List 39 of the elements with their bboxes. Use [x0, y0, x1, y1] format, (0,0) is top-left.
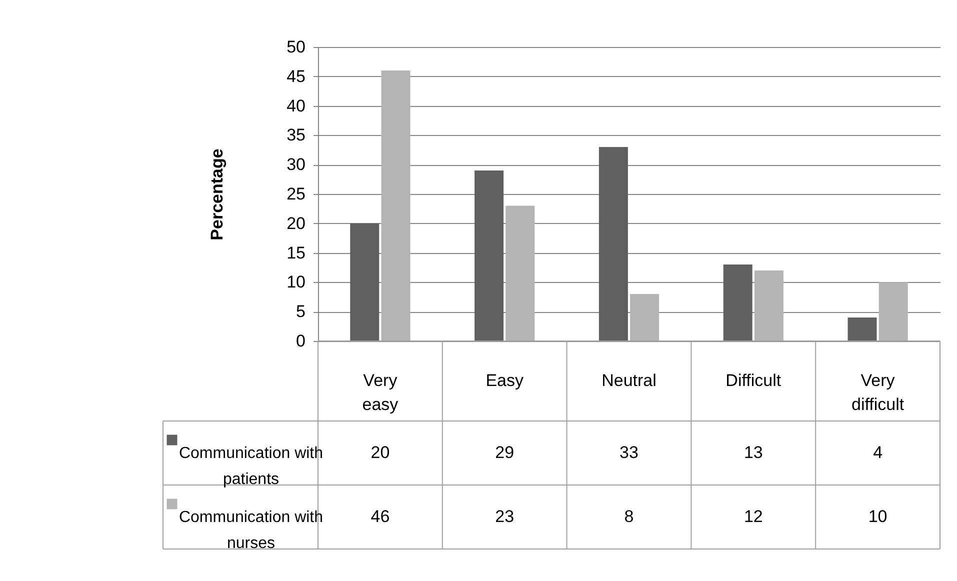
bar: [350, 223, 380, 341]
bar: [474, 170, 504, 341]
x-tick-label: Very easy: [362, 371, 399, 414]
legend-label: Communication with nurses: [178, 509, 324, 552]
data-label: 10: [868, 507, 888, 526]
legend-label: Communication with patients: [178, 445, 324, 488]
x-tick-label: Neutral: [602, 371, 656, 390]
y-tick-label: 5: [296, 302, 306, 322]
y-tick-label: 45: [286, 66, 306, 86]
data-label: 13: [744, 443, 763, 462]
y-tick-label: 50: [286, 38, 306, 56]
x-tick-label: Easy: [486, 371, 524, 390]
bar: [506, 206, 535, 341]
y-tick-label: 35: [286, 126, 306, 145]
data-label: 12: [744, 507, 763, 526]
y-tick-label: 10: [286, 272, 306, 292]
bar: [878, 282, 908, 341]
x-tick-label: Difficult: [726, 371, 782, 390]
data-label: 29: [495, 443, 514, 462]
data-label: 20: [370, 443, 390, 462]
y-tick-label: 40: [286, 96, 306, 116]
y-tick-label: 20: [286, 214, 306, 233]
y-tick-label: 15: [286, 243, 306, 262]
bar: [630, 294, 660, 341]
y-axis-title: Percentage: [208, 148, 227, 240]
bar: [598, 146, 628, 341]
bar: [754, 270, 784, 341]
data-label: 8: [624, 507, 634, 526]
bar: [723, 264, 752, 341]
y-tick-label: 0: [296, 332, 306, 350]
data-label: 4: [873, 443, 883, 462]
x-tick-label: Very difficult: [851, 371, 904, 414]
data-label: 33: [620, 443, 638, 462]
bar: [848, 317, 877, 341]
bar: [381, 70, 410, 341]
y-tick-label: 25: [286, 184, 306, 204]
y-tick-label: 30: [286, 155, 306, 174]
data-label: 23: [495, 507, 514, 526]
data-label: 46: [370, 507, 390, 526]
